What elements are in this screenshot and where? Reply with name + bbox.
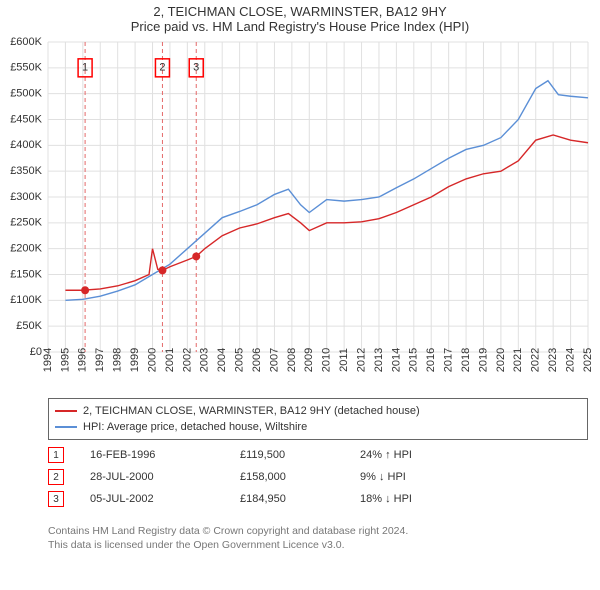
event-price: £158,000 — [240, 471, 360, 483]
event-row: 3 05-JUL-2002£184,95018% ↓ HPI — [48, 488, 480, 510]
x-tick-label: 2022 — [530, 348, 542, 372]
legend-label: 2, TEICHMAN CLOSE, WARMINSTER, BA12 9HY … — [83, 403, 420, 419]
legend: 2, TEICHMAN CLOSE, WARMINSTER, BA12 9HY … — [48, 398, 588, 440]
legend-swatch — [55, 410, 77, 412]
legend-item: 2, TEICHMAN CLOSE, WARMINSTER, BA12 9HY … — [55, 403, 581, 419]
x-tick-label: 2016 — [425, 348, 437, 372]
x-tick-label: 2013 — [373, 348, 385, 372]
x-tick-label: 2025 — [582, 348, 594, 372]
event-dot — [81, 286, 89, 294]
footer-line-1: Contains HM Land Registry data © Crown c… — [48, 524, 408, 538]
event-price: £119,500 — [240, 449, 360, 461]
legend-swatch — [55, 426, 77, 428]
y-tick-label: £500K — [10, 88, 42, 100]
x-tick-label: 2008 — [286, 348, 298, 372]
chart-container: 2, TEICHMAN CLOSE, WARMINSTER, BA12 9HY … — [0, 0, 600, 590]
event-price: £184,950 — [240, 493, 360, 505]
x-tick-label: 1996 — [77, 348, 89, 372]
event-date: 16-FEB-1996 — [90, 449, 240, 461]
x-tick-label: 2003 — [199, 348, 211, 372]
event-hpi: 24% ↑ HPI — [360, 449, 480, 461]
y-tick-label: £300K — [10, 191, 42, 203]
x-tick-label: 2012 — [355, 348, 367, 372]
event-hpi: 18% ↓ HPI — [360, 493, 480, 505]
event-dot — [192, 252, 200, 260]
event-hpi: 9% ↓ HPI — [360, 471, 480, 483]
y-tick-label: £600K — [10, 36, 42, 48]
y-tick-label: £200K — [10, 243, 42, 255]
x-tick-label: 2017 — [443, 348, 455, 372]
x-tick-label: 2019 — [477, 348, 489, 372]
x-tick-label: 2006 — [251, 348, 263, 372]
legend-item: HPI: Average price, detached house, Wilt… — [55, 419, 581, 435]
event-dot — [158, 266, 166, 274]
y-tick-label: £250K — [10, 217, 42, 229]
chart-svg: £0 £50K £100K £150K £200K £250K £300K £350K £400… — [0, 0, 600, 400]
x-tick-label: 2018 — [460, 348, 472, 372]
x-tick-label: 2010 — [321, 348, 333, 372]
event-row-marker: 1 — [48, 447, 64, 463]
x-tick-label: 2014 — [390, 348, 402, 372]
x-tick-label: 2001 — [164, 348, 176, 372]
event-marker-number: 3 — [193, 62, 199, 74]
x-tick-label: 1997 — [94, 348, 106, 372]
y-tick-label: £550K — [10, 62, 42, 74]
y-tick-label: £0 — [30, 346, 42, 358]
event-date: 28-JUL-2000 — [90, 471, 240, 483]
legend-label: HPI: Average price, detached house, Wilt… — [83, 419, 307, 435]
event-row-marker: 2 — [48, 469, 64, 485]
x-tick-label: 2015 — [408, 348, 420, 372]
x-tick-label: 1995 — [59, 348, 71, 372]
x-tick-label: 2000 — [146, 348, 158, 372]
x-tick-label: 2002 — [181, 348, 193, 372]
x-tick-label: 2024 — [564, 348, 576, 372]
x-tick-label: 2009 — [303, 348, 315, 372]
footer-line-2: This data is licensed under the Open Gov… — [48, 538, 408, 552]
y-tick-label: £350K — [10, 165, 42, 177]
x-tick-label: 1998 — [112, 348, 124, 372]
x-tick-label: 2005 — [234, 348, 246, 372]
event-row: 1 16-FEB-1996£119,50024% ↑ HPI — [48, 444, 480, 466]
y-tick-label: £400K — [10, 139, 42, 151]
x-tick-label: 2011 — [338, 348, 350, 372]
event-row-marker: 3 — [48, 491, 64, 507]
event-row: 2 28-JUL-2000£158,0009% ↓ HPI — [48, 466, 480, 488]
x-tick-label: 2021 — [512, 348, 524, 372]
x-tick-label: 2023 — [547, 348, 559, 372]
event-date: 05-JUL-2002 — [90, 493, 240, 505]
y-tick-label: £150K — [10, 268, 42, 280]
y-tick-label: £50K — [16, 320, 42, 332]
x-tick-label: 1999 — [129, 348, 141, 372]
event-marker-number: 2 — [159, 62, 165, 74]
x-tick-label: 2004 — [216, 348, 228, 372]
x-tick-label: 2020 — [495, 348, 507, 372]
x-tick-label: 2007 — [268, 348, 280, 372]
footer: Contains HM Land Registry data © Crown c… — [48, 524, 408, 552]
y-tick-label: £450K — [10, 113, 42, 125]
y-tick-label: £100K — [10, 294, 42, 306]
x-tick-label: 1994 — [42, 348, 54, 372]
event-marker-number: 1 — [82, 62, 88, 74]
events-table: 1 16-FEB-1996£119,50024% ↑ HPI 2 28-JUL-200… — [48, 444, 480, 510]
